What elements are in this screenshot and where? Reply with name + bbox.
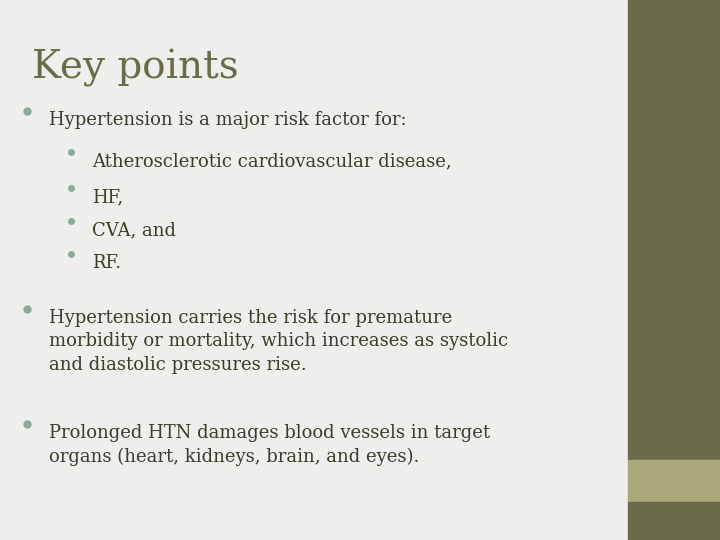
Bar [628, 0, 720, 460]
Text: Hypertension is a major risk factor for:: Hypertension is a major risk factor for: [49, 111, 407, 129]
Text: HF,: HF, [92, 188, 123, 206]
Text: CVA, and: CVA, and [92, 221, 176, 239]
Text: RF.: RF. [92, 254, 121, 272]
Text: Prolonged HTN damages blood vessels in target
organs (heart, kidneys, brain, and: Prolonged HTN damages blood vessels in t… [49, 424, 490, 466]
Text: Atherosclerotic cardiovascular disease,: Atherosclerotic cardiovascular disease, [92, 152, 451, 170]
Bar [628, 502, 720, 540]
Text: Key points: Key points [32, 49, 239, 86]
Text: Hypertension carries the risk for premature
morbidity or mortality, which increa: Hypertension carries the risk for premat… [49, 309, 508, 374]
Bar [628, 460, 720, 502]
